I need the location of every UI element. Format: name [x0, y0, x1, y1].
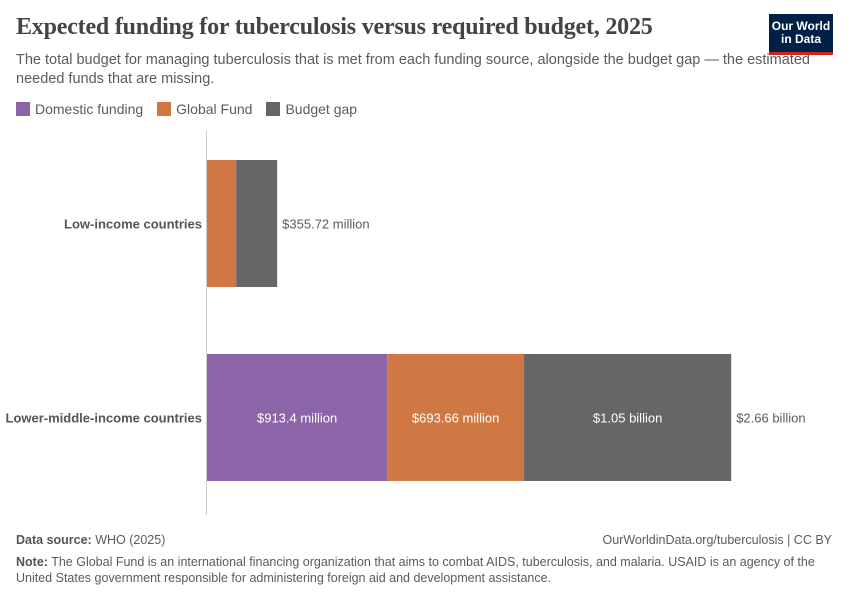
total-label: $2.66 billion — [736, 411, 805, 426]
bar-segment — [236, 160, 278, 287]
legend-swatch — [266, 102, 281, 116]
category-label: Lower-middle-income countries — [6, 411, 202, 426]
note: Note: The Global Fund is an internationa… — [16, 555, 815, 585]
data-label: $693.66 million — [412, 411, 499, 426]
legend-swatch — [157, 102, 172, 116]
legend-label: Budget gap — [285, 101, 358, 117]
legend-label: Domestic funding — [35, 101, 144, 117]
bar-segment — [207, 354, 388, 481]
category-label: Low-income countries — [64, 217, 202, 232]
chart-subtitle: The total budget for managing tuberculos… — [16, 52, 810, 87]
legend: Domestic funding Global Fund Budget gap — [16, 101, 357, 117]
legend-item-domestic[interactable]: Domestic funding — [16, 101, 143, 117]
legend-label: Global Fund — [176, 101, 253, 117]
source-url[interactable]: OurWorldinData.org/tuberculosis | CC BY — [602, 533, 833, 547]
data-source: Data source: WHO (2025) — [16, 533, 166, 547]
legend-swatch — [16, 102, 30, 116]
data-label: $913.4 million — [257, 411, 337, 426]
bar-segment — [387, 354, 525, 481]
data-label: $1.05 billion — [593, 411, 662, 426]
legend-item-global-fund[interactable]: Global Fund — [157, 101, 252, 117]
owid-logo[interactable]: Our World in Data — [769, 14, 833, 55]
bar-segment — [524, 354, 732, 481]
total-label: $355.72 million — [282, 217, 369, 232]
bar-segment — [207, 160, 237, 287]
chart-title: Expected funding for tuberculosis versus… — [16, 14, 653, 40]
legend-item-budget-gap[interactable]: Budget gap — [266, 101, 357, 117]
